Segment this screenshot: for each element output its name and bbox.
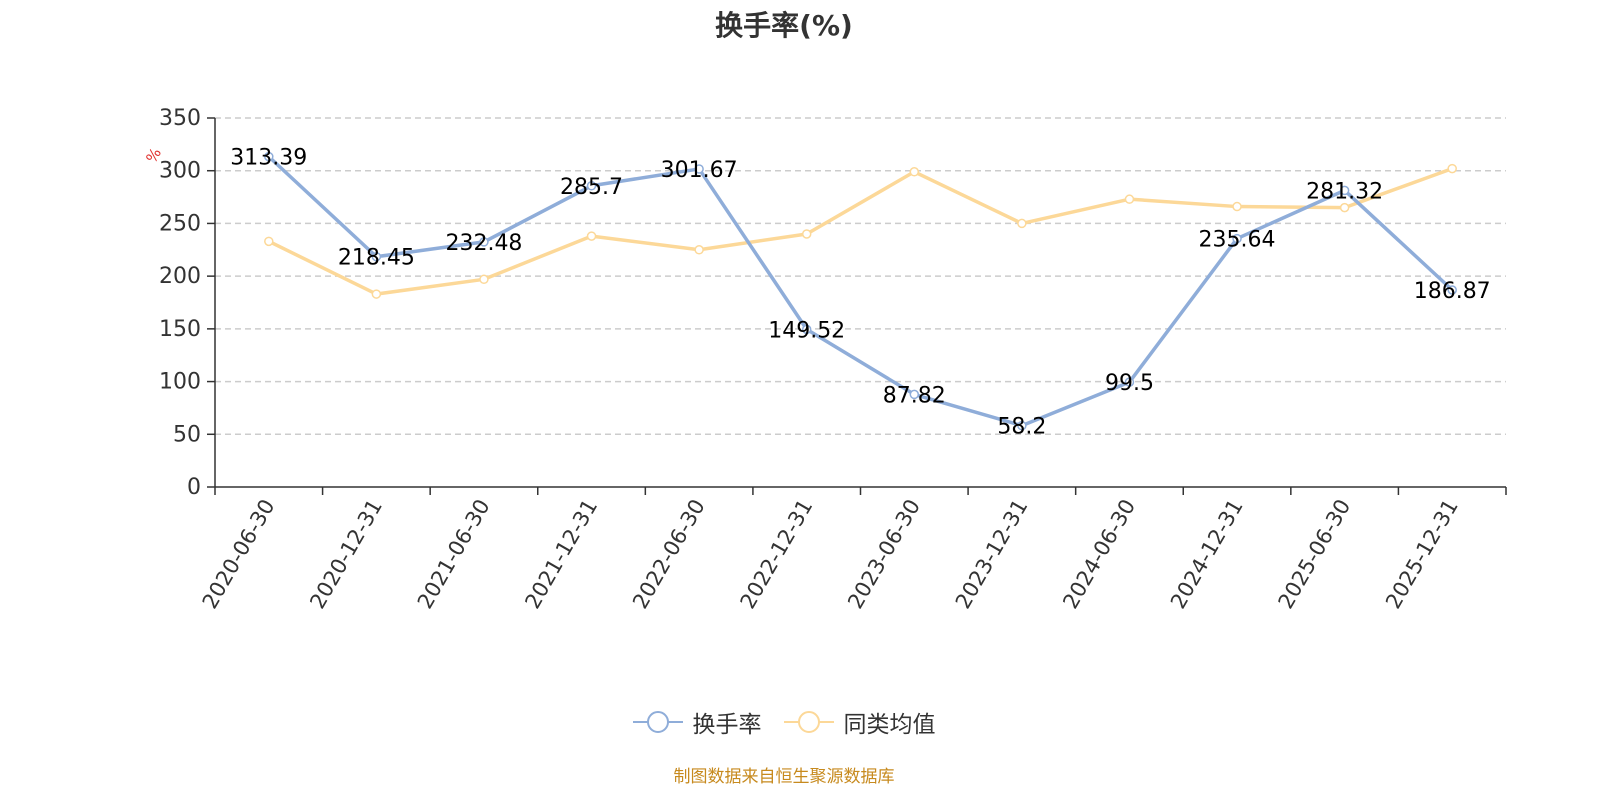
x-tick-label: 2021-12-31 [520,495,602,613]
data-point [909,389,920,400]
y-tick-label: 300 [159,159,201,184]
chart-title: 换手率(%) [715,9,853,42]
data-point [586,231,597,241]
data-point [694,245,704,255]
y-tick-label: 0 [187,475,201,500]
data-label: 149.52 [768,318,845,343]
data-source-note: 制图数据来自恒生聚源数据库 [673,767,895,787]
data-label: 281.32 [1306,179,1383,204]
data-point [479,274,489,285]
legend-marker-peer-average [783,711,834,733]
x-tick-label: 2024-06-30 [1058,495,1140,613]
x-tick-label: 2021-06-30 [413,495,495,613]
legend-label-peer-average: 同类均值 [843,712,936,738]
data-point [371,251,382,262]
data-point [1339,202,1350,213]
data-point [1447,163,1457,174]
series-line-0 [267,155,1454,428]
data-label: 58.2 [997,415,1046,440]
y-tick-label: 200 [159,264,201,289]
data-point [1124,377,1135,387]
x-tick-label: 2025-06-30 [1274,495,1356,613]
data-point [371,289,382,299]
data-point [1017,420,1027,431]
legend-item-turnover[interactable]: 换手率 [632,705,762,739]
y-tick-label: 350 [159,106,201,131]
x-tick-label: 2020-06-30 [198,495,280,613]
data-point [1339,185,1350,196]
data-point [586,181,597,191]
x-tick-label: 2023-06-30 [843,495,925,613]
data-point [264,236,274,247]
y-tick-label: 150 [159,317,201,342]
x-tick-label: 2022-12-31 [736,495,818,613]
data-label: 232.48 [445,231,522,256]
data-labels: 313.39 218.45 232.48 285.7 301.67 149.52 87.82… [230,146,1490,440]
x-tick-label: 2022-06-30 [628,495,710,613]
data-point [801,324,812,335]
data-point [1232,201,1242,212]
data-point [801,229,812,239]
data-point [1232,233,1242,244]
data-label: 87.82 [883,383,946,408]
data-label: 186.87 [1414,279,1491,304]
legend-marker-turnover [632,711,683,733]
series-line-1 [268,166,1453,296]
data-label: 218.45 [338,246,415,271]
data-point [1447,285,1457,295]
series-lines [264,151,1457,431]
legend: 换手率 同类均值 [0,705,1568,739]
data-label: 235.64 [1199,228,1276,253]
data-label: 301.67 [661,158,738,183]
x-tick-label: 2024-12-31 [1166,495,1248,613]
x-tick-label: 2020-12-31 [305,495,387,613]
x-tick-label: 2025-12-31 [1381,495,1463,613]
data-point [479,237,489,247]
data-point [264,151,274,162]
data-label: 99.5 [1105,371,1154,396]
data-label: 313.39 [230,146,307,171]
grid-lines [215,117,1506,436]
data-point [694,164,704,174]
y-tick-label: 100 [159,370,201,395]
data-point [1124,194,1135,204]
y-tick-label: 250 [159,211,201,236]
x-tick-label: 2023-12-31 [951,495,1033,613]
data-point [909,167,920,177]
y-tick-label: 50 [173,422,201,447]
legend-label-turnover: 换手率 [692,712,762,738]
data-point [1017,218,1027,229]
legend-item-peer-average[interactable]: 同类均值 [783,705,936,739]
data-label: 285.7 [560,175,623,200]
